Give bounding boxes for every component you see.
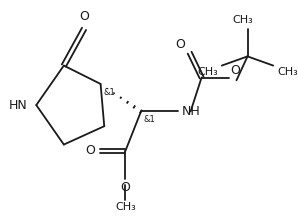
Text: CH₃: CH₃ — [232, 15, 253, 25]
Text: O: O — [175, 38, 185, 51]
Text: O: O — [79, 10, 89, 23]
Text: O: O — [85, 145, 95, 157]
Text: O: O — [120, 181, 130, 194]
Text: &1: &1 — [144, 115, 156, 124]
Text: &1: &1 — [103, 88, 115, 97]
Text: O: O — [230, 63, 240, 77]
Text: CH₃: CH₃ — [197, 67, 218, 77]
Text: CH₃: CH₃ — [115, 202, 136, 212]
Text: NH: NH — [181, 105, 200, 118]
Text: HN: HN — [8, 99, 27, 112]
Text: CH₃: CH₃ — [277, 67, 298, 77]
